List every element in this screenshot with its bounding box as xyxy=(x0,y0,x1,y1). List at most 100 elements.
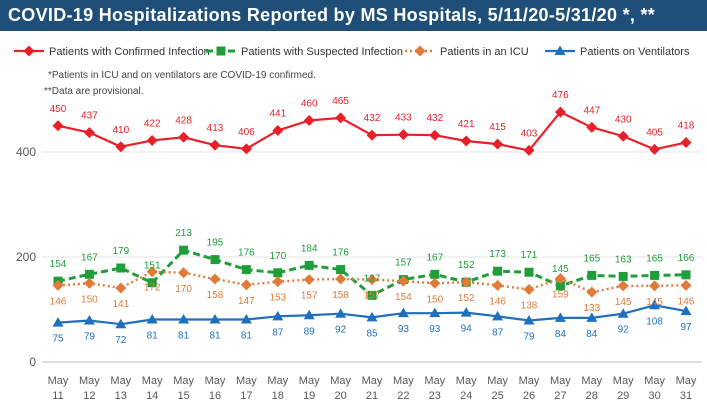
data-point xyxy=(650,270,660,280)
y-tick-label: 400 xyxy=(16,145,36,159)
y-tick-label: 200 xyxy=(16,250,36,264)
data-label: 97 xyxy=(680,322,692,333)
data-label: 418 xyxy=(678,121,695,132)
data-point xyxy=(492,279,504,291)
data-point xyxy=(429,307,441,318)
data-label: 92 xyxy=(335,325,347,336)
data-point xyxy=(680,137,692,149)
data-point xyxy=(83,277,95,289)
data-label: 146 xyxy=(50,296,67,307)
data-label: 146 xyxy=(489,296,506,307)
legend-marker xyxy=(216,46,226,56)
data-label: 127 xyxy=(364,273,381,284)
data-label: 145 xyxy=(615,297,632,308)
data-point xyxy=(209,139,221,151)
data-point xyxy=(617,308,629,318)
data-point xyxy=(681,270,691,280)
data-label: 72 xyxy=(115,335,127,346)
data-point xyxy=(587,270,597,280)
data-label: 173 xyxy=(489,249,506,260)
data-label: 87 xyxy=(272,327,284,338)
data-point xyxy=(179,245,189,255)
data-label: 430 xyxy=(615,114,632,125)
data-point xyxy=(554,273,566,285)
data-label: 84 xyxy=(586,329,598,340)
data-point xyxy=(115,282,127,294)
data-label: 437 xyxy=(81,111,98,122)
data-label: 152 xyxy=(458,293,475,304)
data-point xyxy=(649,280,661,292)
data-point xyxy=(523,144,535,156)
data-label: 413 xyxy=(207,123,224,134)
data-point xyxy=(240,279,252,291)
data-label: 153 xyxy=(269,293,286,304)
data-point xyxy=(303,274,315,286)
data-label: 79 xyxy=(84,332,96,343)
data-point xyxy=(586,286,598,298)
data-point xyxy=(586,312,598,322)
data-label: 84 xyxy=(555,329,567,340)
data-point xyxy=(524,267,534,277)
x-tick-label: May 17 xyxy=(236,375,257,402)
data-point xyxy=(272,310,284,321)
data-point xyxy=(240,313,252,324)
data-label: 441 xyxy=(269,108,286,119)
data-label: 406 xyxy=(238,127,255,138)
axes: 0 200 400 May 11 May 12 May 13 May 14 May 15 May 16 May… xyxy=(16,145,697,402)
legend-marker xyxy=(554,45,566,55)
data-label: 108 xyxy=(646,316,663,327)
data-point xyxy=(178,131,190,143)
x-tick-label: May 18 xyxy=(267,375,288,402)
x-tick-label: May 15 xyxy=(173,375,194,402)
data-label: 184 xyxy=(301,243,318,254)
data-point xyxy=(429,129,441,141)
x-tick-label: May 28 xyxy=(581,375,602,402)
data-label: 447 xyxy=(583,105,600,116)
legend-marker xyxy=(414,45,426,57)
data-point xyxy=(209,313,221,324)
data-label: 87 xyxy=(492,327,504,338)
data-label: 167 xyxy=(426,252,443,263)
data-label: 154 xyxy=(395,292,412,303)
x-tick-label: May 22 xyxy=(393,375,414,402)
data-label: 81 xyxy=(209,330,221,341)
series-patients-with-confirmed-infection xyxy=(52,106,692,156)
data-point xyxy=(52,120,64,132)
data-point xyxy=(304,260,314,270)
data-point xyxy=(115,141,127,153)
x-tick-label: May 12 xyxy=(79,375,100,402)
data-point xyxy=(209,273,221,285)
x-tick-label: May 26 xyxy=(519,375,540,402)
data-label: 85 xyxy=(366,328,378,339)
data-label: 158 xyxy=(207,290,224,301)
data-point xyxy=(430,269,440,279)
data-point xyxy=(272,124,284,136)
data-label: 152 xyxy=(458,260,475,271)
data-label: 150 xyxy=(81,294,98,305)
data-label: 159 xyxy=(552,290,569,301)
data-point xyxy=(52,317,64,327)
data-label: 81 xyxy=(178,330,190,341)
data-label: 157 xyxy=(395,258,412,269)
data-point xyxy=(649,299,661,310)
data-point xyxy=(52,279,64,291)
data-label: 415 xyxy=(489,122,506,133)
data-point xyxy=(555,281,565,291)
data-label: 432 xyxy=(426,113,443,124)
data-label: 171 xyxy=(521,250,538,261)
chart-title: COVID-19 Hospitalizations Reported by MS… xyxy=(0,0,707,31)
x-tick-label: May 24 xyxy=(456,375,477,402)
data-point xyxy=(366,311,378,322)
legend-marker xyxy=(23,45,35,57)
data-label: 403 xyxy=(521,128,538,139)
x-tick-label: May 21 xyxy=(362,375,383,402)
x-tick-label: May 27 xyxy=(550,375,571,402)
data-point xyxy=(272,276,284,288)
data-point xyxy=(83,315,95,325)
legend-label: Patients on Ventilators xyxy=(580,46,690,58)
data-point xyxy=(84,269,94,279)
data-label: 93 xyxy=(429,324,441,335)
x-tick-label: May 30 xyxy=(644,375,665,402)
x-tick-label: May 16 xyxy=(205,375,226,402)
